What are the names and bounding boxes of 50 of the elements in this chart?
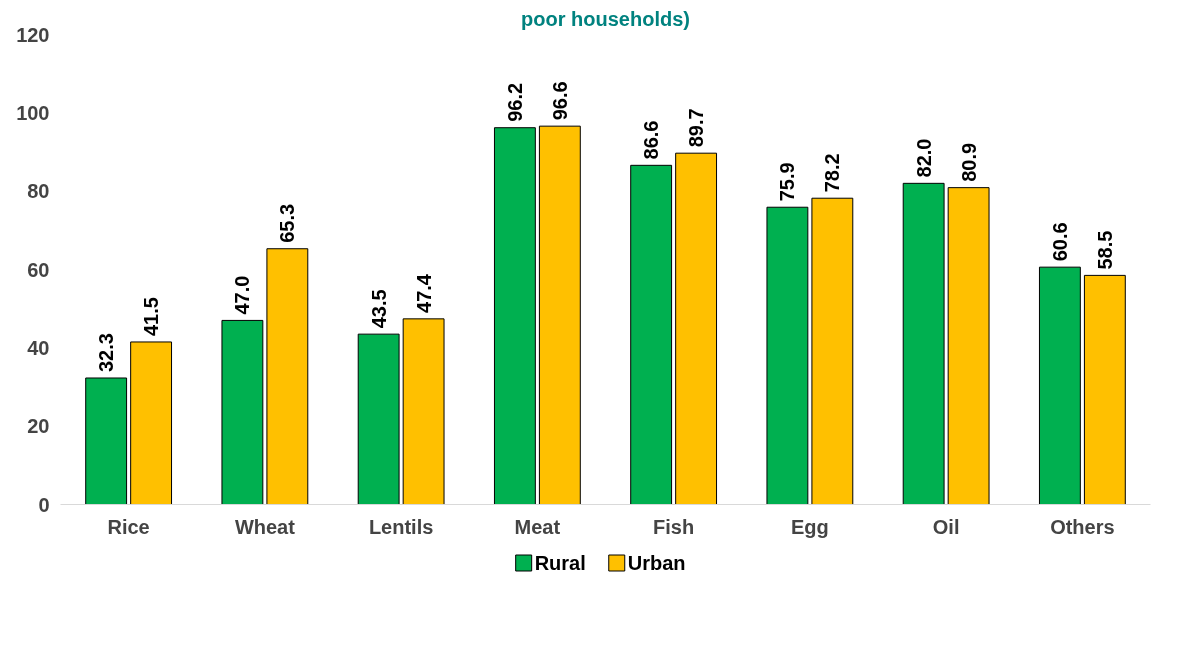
bar <box>402 318 445 505</box>
bar <box>1038 266 1081 505</box>
bar <box>811 197 854 505</box>
text: 78.2 <box>821 153 844 193</box>
bar <box>902 182 945 505</box>
text: 82.0 <box>912 138 935 178</box>
x-tick-label: Egg <box>790 515 829 538</box>
text: 32.3 <box>95 333 118 373</box>
text: 47.0 <box>231 275 254 315</box>
bar <box>357 333 400 505</box>
bar <box>947 187 990 505</box>
x-tick-label: Wheat <box>234 515 296 538</box>
x-tick-label: Meat <box>514 515 561 538</box>
text: 58.5 <box>1093 230 1116 270</box>
x-tick-label: Rice <box>107 515 150 538</box>
text: 89.7 <box>685 108 708 148</box>
y-tick-label: 60 <box>27 258 50 281</box>
bar <box>85 377 128 505</box>
x-tick-label: Lentils <box>368 515 434 538</box>
legend-label: Urban <box>627 552 686 574</box>
y-tick-label: 40 <box>27 336 50 359</box>
x-tick-label: Oil <box>932 515 960 538</box>
y-tick-label: 120 <box>16 23 50 46</box>
text: 96.2 <box>503 82 526 122</box>
x-tick-label: Fish <box>653 515 695 538</box>
bar <box>1083 274 1126 505</box>
text: 86.6 <box>640 120 663 160</box>
bar <box>130 341 173 505</box>
text: 75.9 <box>776 162 799 202</box>
text: 43.5 <box>367 289 390 329</box>
bar <box>766 206 809 505</box>
y-tick-label: 20 <box>27 415 50 438</box>
text: 47.4 <box>412 274 435 313</box>
bar <box>266 248 309 505</box>
bar <box>675 152 718 505</box>
x-tick-label: Others <box>1050 515 1115 538</box>
bar <box>493 127 536 505</box>
y-tick-label: 100 <box>16 101 50 124</box>
text: 96.6 <box>548 81 571 121</box>
text: 60.6 <box>1048 222 1071 262</box>
bar <box>538 125 581 505</box>
legend-label: Rural <box>534 552 586 574</box>
text: 65.3 <box>276 203 299 243</box>
bar <box>221 319 264 505</box>
chart-title: poor households) <box>521 7 690 30</box>
text: 41.5 <box>140 297 163 337</box>
y-tick-label: 0 <box>38 493 50 516</box>
bar <box>630 164 673 505</box>
text: 80.9 <box>957 142 980 182</box>
y-tick-label: 80 <box>27 180 50 203</box>
